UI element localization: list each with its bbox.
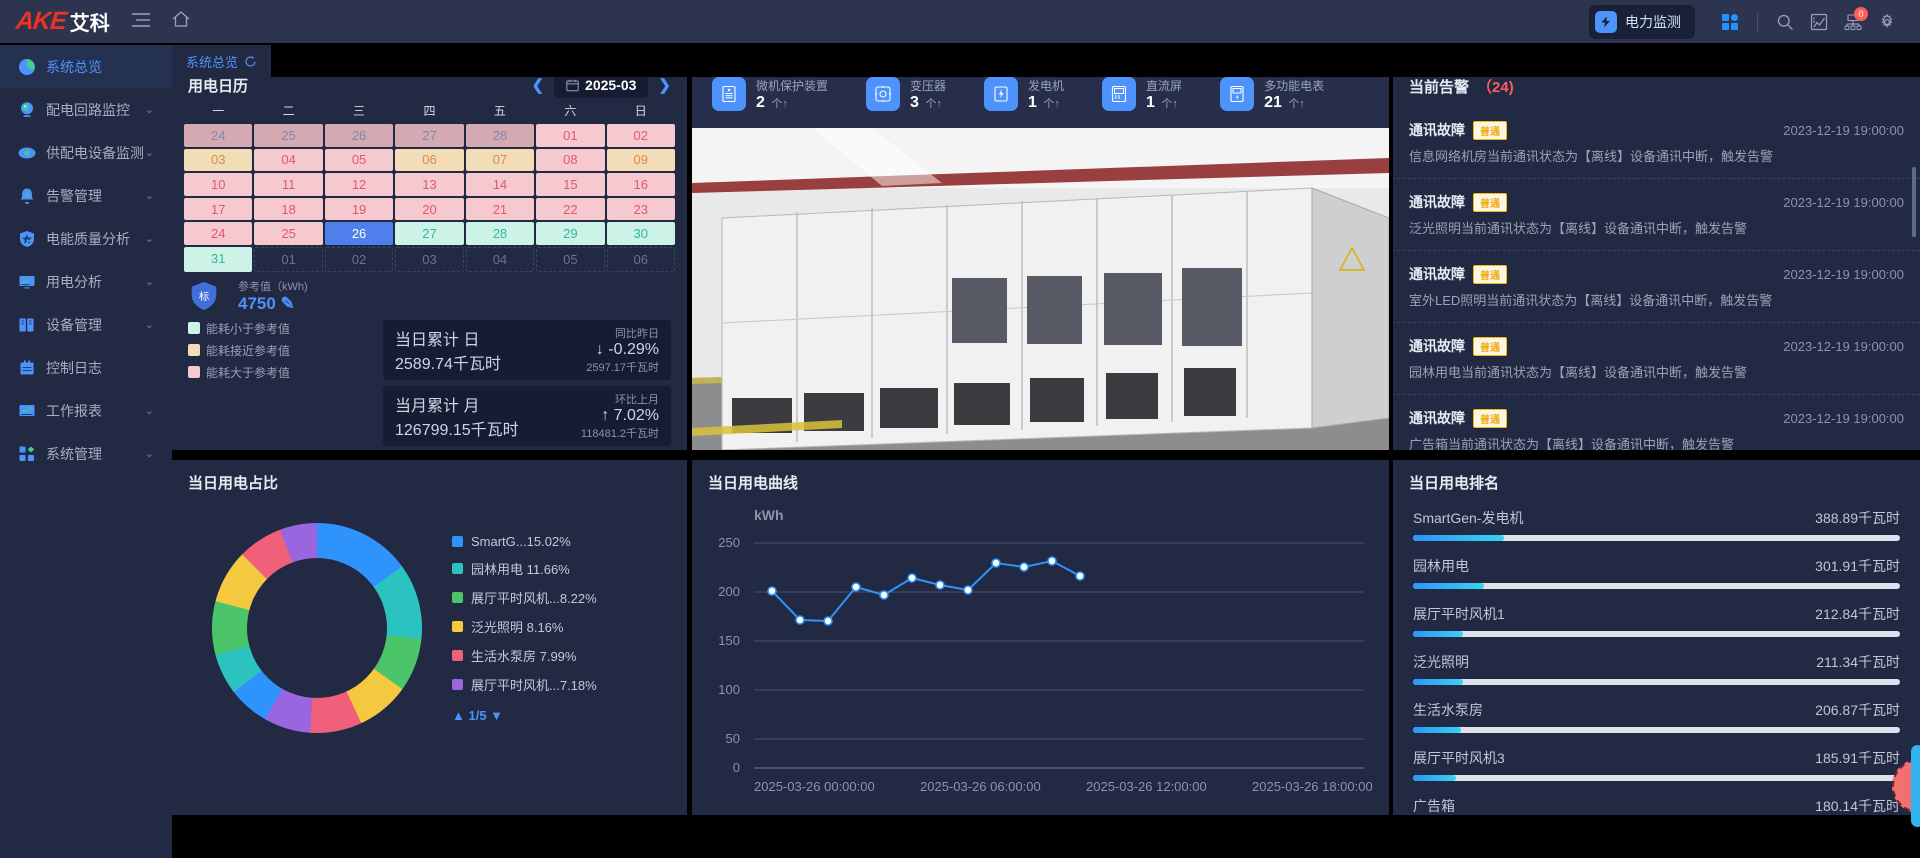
svg-text:标: 标 [199,290,209,302]
svg-text:250: 250 [718,535,740,550]
svg-text:150: 150 [718,633,740,648]
svg-text:200: 200 [718,584,740,599]
svg-text:0: 0 [733,760,740,775]
svg-text:2025-03-26 06:00:00: 2025-03-26 06:00:00 [920,779,1041,794]
svg-text:100: 100 [718,682,740,697]
svg-text:2025-03-26 12:00:00: 2025-03-26 12:00:00 [1086,779,1207,794]
svg-text:2025-03-26 18:00:00: 2025-03-26 18:00:00 [1252,779,1373,794]
svg-text:2025-03-26 00:00:00: 2025-03-26 00:00:00 [754,779,875,794]
svg-text:50: 50 [726,731,740,746]
